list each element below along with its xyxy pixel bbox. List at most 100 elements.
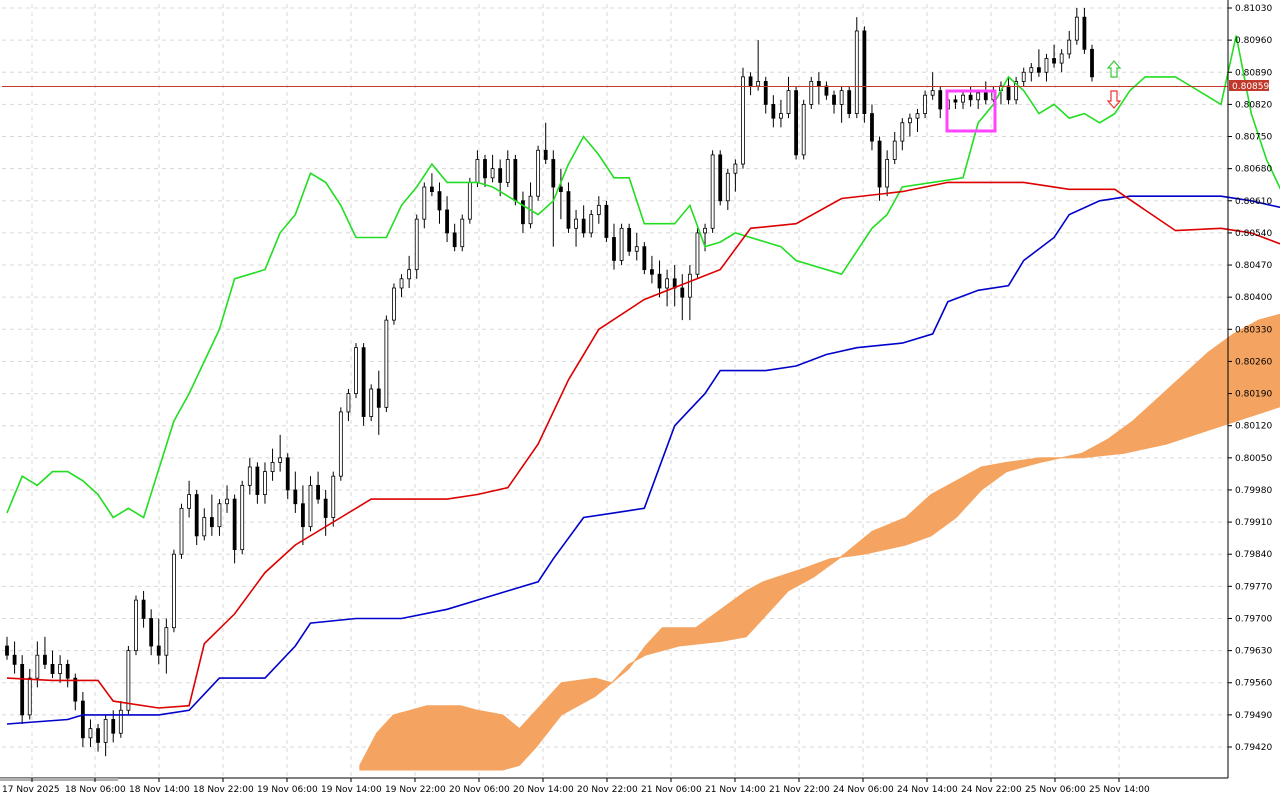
candle-body-bear [953, 99, 958, 103]
candle-body-bear [156, 645, 161, 656]
candle-body-bear [1006, 85, 1011, 101]
candle [627, 223, 632, 256]
candle-body-bull [665, 278, 670, 289]
candle-body-bear [43, 654, 47, 665]
candle [126, 646, 131, 715]
candle [1029, 63, 1034, 82]
candle-body-bear [513, 159, 518, 202]
x-tick-label: 24 Nov 22:00 [961, 785, 1022, 795]
candle [187, 480, 191, 518]
candle-body-bear [293, 489, 298, 505]
plot-frame [0, 0, 1229, 781]
candle-body-bear [627, 227, 632, 252]
candle-body-bull [172, 553, 176, 629]
candle [88, 719, 93, 747]
candle-body-bear [558, 186, 563, 193]
candle-body-bull [574, 218, 578, 229]
candle [164, 618, 169, 674]
candle [483, 154, 487, 188]
candle [657, 260, 662, 298]
candle [43, 636, 47, 669]
candle-body-bull [892, 140, 897, 160]
y-tick-label: 0.80190 [1235, 390, 1272, 400]
candle [50, 650, 55, 679]
candle [285, 453, 290, 500]
candle-body-bull [923, 94, 927, 114]
candle-body-bull [338, 411, 343, 477]
candle [346, 388, 351, 422]
candle-body-bear [141, 599, 146, 619]
candle-body-bull [596, 204, 601, 215]
y-tick-label: 0.80680 [1235, 165, 1272, 175]
candle-body-bull [354, 347, 358, 394]
candle [172, 549, 176, 633]
candle-body-bear [650, 269, 654, 275]
candle [870, 104, 874, 151]
candle-body-bear [938, 90, 943, 110]
candle-body-bull [164, 627, 169, 656]
candle [687, 265, 692, 321]
candle-body-bull [225, 498, 229, 505]
candle [619, 223, 624, 266]
candle-body-bull [179, 507, 184, 555]
candle-body-bear [877, 140, 882, 188]
candle-body-bull [1059, 53, 1064, 64]
candle [763, 76, 768, 114]
candle-body-bear [285, 457, 290, 491]
candle-body-bear [12, 654, 17, 665]
x-tick-label: 20 Nov 22:00 [577, 785, 638, 795]
candle-body-bull [263, 471, 267, 495]
candle [247, 457, 252, 495]
candle [779, 99, 783, 128]
cloud-area [359, 313, 1280, 771]
candle [293, 471, 298, 513]
candle [536, 145, 541, 201]
y-tick-label: 0.80120 [1235, 422, 1272, 432]
candle [209, 494, 214, 536]
candle [1014, 76, 1019, 105]
indicator-lines [6, 35, 1280, 725]
candle [680, 274, 685, 321]
x-tick-label: 18 Nov 06:00 [65, 785, 126, 795]
candle-body-bear [581, 218, 586, 234]
candle-body-bull [134, 599, 138, 652]
candle-body-bull [247, 466, 252, 486]
candle-body-bull [779, 113, 783, 119]
candle [399, 274, 404, 298]
candle-body-bear [657, 273, 662, 289]
candle-body-bull [710, 154, 715, 229]
candle-body-bull [35, 654, 40, 679]
candle [445, 196, 449, 243]
candle [414, 214, 419, 279]
x-tick-label: 18 Nov 14:00 [129, 785, 190, 795]
candle [240, 480, 245, 555]
candle [543, 122, 548, 165]
candle [771, 95, 776, 128]
candle-body-bear [794, 90, 798, 156]
candle-body-bull [399, 278, 404, 289]
candle [581, 205, 586, 238]
candle [316, 471, 320, 504]
x-tick-label: 20 Nov 06:00 [449, 785, 510, 795]
candle [885, 150, 890, 197]
candle-body-bull [976, 92, 981, 101]
candle-body-bear [149, 618, 154, 647]
scroll-indicator [0, 778, 118, 781]
candle-body-bear [361, 347, 366, 417]
candle [225, 485, 229, 513]
candle [733, 159, 738, 192]
candle [354, 343, 358, 399]
candle-body-bear [194, 494, 199, 537]
candle [278, 434, 283, 472]
candle-body-bull [460, 218, 465, 248]
y-tick-label: 0.80470 [1235, 261, 1272, 271]
current-price-label: 0.80859 [1232, 82, 1269, 92]
kijun-line [6, 195, 1280, 725]
candle [521, 191, 525, 233]
candle-body-bull [331, 475, 336, 518]
candle [923, 90, 927, 119]
candle [498, 159, 503, 197]
candle [612, 223, 616, 270]
candle-body-bear [65, 663, 70, 679]
